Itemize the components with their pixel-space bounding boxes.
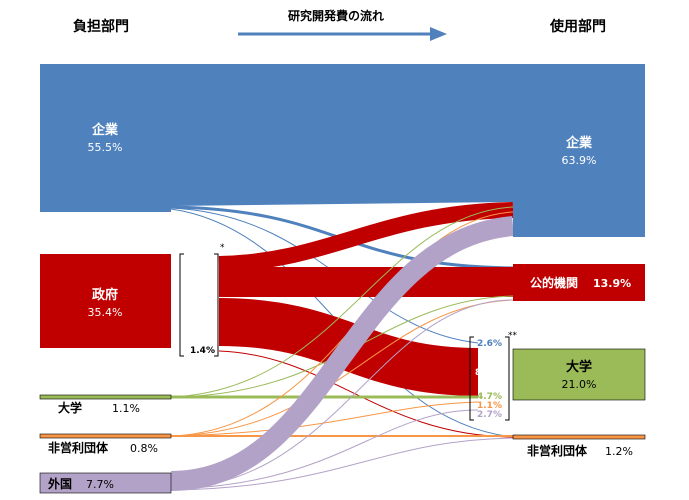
right-public-value: 13.9% — [593, 277, 631, 290]
flow-government-to-company — [218, 202, 514, 272]
government-breakdown-2: 32.2% — [186, 278, 217, 288]
left-node-government: 政府 35.4% — [40, 254, 171, 348]
flow-header: 研究開発費の流れ — [288, 8, 384, 23]
left-university-value: 1.1% — [112, 402, 140, 415]
left-government-label: 政府 — [92, 287, 118, 303]
right-header: 使用部門 — [549, 18, 606, 35]
flow-nonprofit-to-public — [170, 299, 514, 437]
right-company-value: 63.9% — [562, 154, 597, 167]
government-breakdown-3: 52.7% — [186, 318, 217, 328]
left-nonprofit-value: 0.8% — [130, 442, 158, 455]
university-breakdown-5: 2.7% — [477, 410, 502, 420]
right-nonprofit-label: 非営利団体 — [527, 443, 588, 458]
right-node-nonprofit: 非営利団体 1.2% — [512, 434, 646, 458]
government-breakdown: * 13.7% 32.2% 52.7% 1.4% — [179, 243, 225, 357]
flow-company-to-company — [171, 64, 513, 206]
flow-foreign-to-company — [170, 216, 514, 491]
government-breakdown-marker: * — [220, 243, 225, 253]
left-node-company: 企業 55.5% — [40, 64, 171, 212]
right-node-public: 公的機関 13.9% — [513, 264, 645, 301]
left-university-label: 大学 — [58, 400, 82, 415]
flow-arrow-icon — [238, 27, 447, 41]
right-nonprofit-value: 1.2% — [605, 445, 633, 458]
left-header: 負担部門 — [73, 18, 129, 35]
university-breakdown-3: 4.7% — [477, 392, 502, 402]
university-breakdown-marker: ** — [508, 331, 518, 341]
right-university-value: 21.0% — [562, 378, 597, 391]
left-government-value: 35.4% — [88, 306, 123, 319]
left-company-label: 企業 — [91, 122, 119, 138]
left-node-nonprofit: 非営利団体 0.8% — [39, 433, 172, 455]
left-foreign-value: 7.7% — [86, 478, 114, 491]
university-breakdown: ** 2.6% 88.9% 4.7% 1.1% 2.7% — [469, 331, 518, 421]
flow-nonprofit-to-university — [170, 401, 479, 437]
government-breakdown-4: 1.4% — [190, 346, 215, 356]
flows — [170, 64, 514, 491]
left-node-foreign: 外国 7.7% — [39, 472, 172, 494]
flow-government-to-nonprofit — [218, 350, 514, 438]
left-foreign-label: 外国 — [48, 476, 72, 491]
university-breakdown-2: 88.9% — [475, 368, 506, 378]
right-public-label: 公的機関 — [530, 275, 578, 290]
left-node-university: 大学 1.1% — [39, 394, 172, 415]
left-company-value: 55.5% — [88, 141, 123, 154]
right-node-university: 大学 21.0% — [512, 348, 646, 401]
right-node-company: 企業 63.9% — [513, 64, 645, 237]
right-company-label: 企業 — [565, 135, 593, 151]
left-nonprofit-label: 非営利団体 — [48, 440, 109, 455]
flow-foreign-to-university — [170, 409, 479, 490]
flow-university-to-company — [170, 206, 514, 398]
flow-foreign-to-public — [170, 299, 514, 490]
university-breakdown-1: 2.6% — [477, 339, 502, 349]
right-university-label: 大学 — [566, 359, 592, 375]
government-breakdown-1: 13.7% — [186, 257, 217, 267]
flow-foreign-to-nonprofit — [170, 437, 514, 491]
university-breakdown-4: 1.1% — [477, 401, 502, 411]
